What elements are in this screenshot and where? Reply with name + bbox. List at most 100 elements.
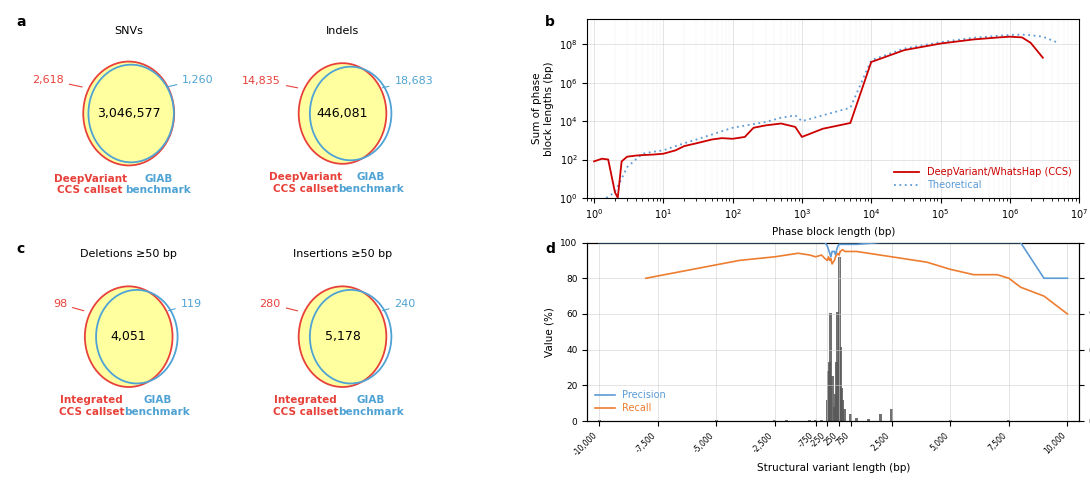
Theoretical bbox=[816, 112, 829, 118]
Theoretical bbox=[789, 112, 802, 118]
DeepVariant/WhatsHap (CCS) bbox=[602, 157, 615, 163]
Precision bbox=[944, 240, 957, 245]
Precision bbox=[640, 240, 653, 245]
Precision bbox=[809, 240, 822, 245]
Precision bbox=[834, 242, 847, 247]
Theoretical bbox=[1025, 32, 1038, 38]
Text: GIAB
benchmark: GIAB benchmark bbox=[124, 395, 190, 417]
Precision bbox=[822, 247, 835, 253]
Text: 5,178: 5,178 bbox=[325, 330, 361, 343]
Text: GIAB
benchmark: GIAB benchmark bbox=[338, 172, 404, 194]
Bar bbox=[831, 376, 834, 421]
Recall bbox=[823, 257, 836, 263]
DeepVariant/WhatsHap (CCS) bbox=[1016, 34, 1029, 40]
Text: Indels: Indels bbox=[326, 26, 359, 36]
Theoretical bbox=[678, 140, 691, 146]
Theoretical bbox=[934, 39, 947, 45]
Precision bbox=[991, 240, 1004, 245]
Theoretical bbox=[669, 143, 682, 149]
Theoretical bbox=[993, 33, 1006, 39]
Theoretical bbox=[844, 105, 857, 111]
Theoretical bbox=[747, 121, 760, 127]
Precision bbox=[819, 240, 832, 245]
DeepVariant/WhatsHap (CCS) bbox=[816, 126, 829, 132]
Theoretical bbox=[646, 149, 659, 155]
Text: 3,046,577: 3,046,577 bbox=[97, 107, 160, 120]
Recall bbox=[832, 250, 845, 256]
DeepVariant/WhatsHap (CCS) bbox=[678, 143, 691, 149]
Ellipse shape bbox=[299, 287, 386, 387]
Bar bbox=[867, 419, 870, 421]
Precision bbox=[831, 247, 844, 253]
Bar bbox=[827, 371, 831, 421]
Text: 446,081: 446,081 bbox=[317, 107, 368, 120]
Bar bbox=[948, 420, 952, 421]
Theoretical bbox=[615, 176, 628, 182]
Recall bbox=[822, 254, 835, 260]
Precision bbox=[825, 249, 838, 255]
DeepVariant/WhatsHap (CCS) bbox=[796, 134, 809, 140]
Recall bbox=[1003, 275, 1016, 281]
DeepVariant/WhatsHap (CCS) bbox=[690, 140, 703, 146]
DeepVariant/WhatsHap (CCS) bbox=[759, 122, 772, 128]
Text: 240: 240 bbox=[383, 299, 415, 311]
Ellipse shape bbox=[299, 63, 386, 164]
Theoretical bbox=[600, 195, 613, 201]
Bar bbox=[834, 393, 837, 421]
Bar bbox=[856, 418, 858, 421]
Theoretical bbox=[629, 157, 642, 163]
Y-axis label: Value (%): Value (%) bbox=[545, 307, 555, 357]
Recall bbox=[831, 252, 844, 258]
Line: Recall: Recall bbox=[646, 250, 1067, 314]
DeepVariant/WhatsHap (CCS) bbox=[608, 189, 621, 195]
DeepVariant/WhatsHap (CCS) bbox=[993, 34, 1006, 40]
DeepVariant/WhatsHap (CCS) bbox=[705, 136, 718, 142]
Precision bbox=[838, 242, 851, 247]
Recall bbox=[791, 250, 804, 256]
DeepVariant/WhatsHap (CCS) bbox=[669, 148, 682, 153]
Bar bbox=[879, 414, 882, 421]
DeepVariant/WhatsHap (CCS) bbox=[789, 124, 802, 130]
Theoretical bbox=[715, 128, 728, 134]
DeepVariant/WhatsHap (CCS) bbox=[595, 156, 608, 162]
DeepVariant/WhatsHap (CCS) bbox=[588, 158, 601, 164]
Theoretical bbox=[864, 57, 877, 63]
Bar bbox=[826, 400, 828, 421]
Recall bbox=[967, 272, 980, 278]
DeepVariant/WhatsHap (CCS) bbox=[611, 195, 625, 201]
Ellipse shape bbox=[85, 287, 172, 387]
Bar bbox=[828, 362, 832, 421]
Text: Integrated
CCS callset: Integrated CCS callset bbox=[59, 395, 124, 417]
Bar bbox=[820, 420, 823, 421]
Text: d: d bbox=[545, 242, 555, 256]
Legend: DeepVariant/WhatsHap (CCS), Theoretical: DeepVariant/WhatsHap (CCS), Theoretical bbox=[892, 164, 1075, 193]
Precision bbox=[1038, 275, 1051, 281]
Precision bbox=[827, 249, 840, 255]
X-axis label: Structural variant length (bp): Structural variant length (bp) bbox=[756, 464, 910, 473]
Bar bbox=[715, 420, 717, 421]
Text: Integrated
CCS callset: Integrated CCS callset bbox=[272, 395, 338, 417]
DeepVariant/WhatsHap (CCS) bbox=[1037, 55, 1050, 60]
Recall bbox=[732, 257, 746, 263]
Recall bbox=[834, 249, 847, 255]
Recall bbox=[640, 275, 653, 281]
Text: 119: 119 bbox=[169, 299, 202, 311]
DeepVariant/WhatsHap (CCS) bbox=[635, 152, 649, 158]
DeepVariant/WhatsHap (CCS) bbox=[715, 135, 728, 141]
Line: Precision: Precision bbox=[600, 242, 1067, 278]
Line: Theoretical: Theoretical bbox=[606, 35, 1058, 198]
Bar bbox=[773, 420, 776, 421]
Text: SNVs: SNVs bbox=[114, 26, 143, 36]
Bar bbox=[833, 407, 836, 421]
Precision bbox=[1014, 240, 1027, 245]
DeepVariant/WhatsHap (CCS) bbox=[738, 134, 751, 140]
Recall bbox=[821, 257, 834, 263]
Precision bbox=[833, 242, 846, 247]
Recall bbox=[819, 256, 832, 261]
Recall bbox=[1038, 293, 1051, 299]
Bar bbox=[837, 257, 840, 421]
DeepVariant/WhatsHap (CCS) bbox=[844, 120, 857, 126]
Recall bbox=[809, 254, 822, 260]
DeepVariant/WhatsHap (CCS) bbox=[864, 59, 877, 65]
Precision bbox=[845, 242, 858, 247]
